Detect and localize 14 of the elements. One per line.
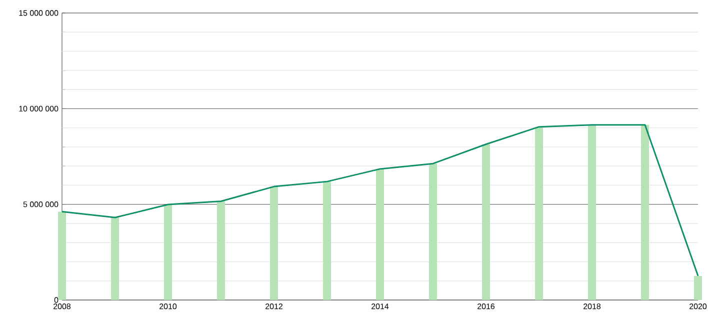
bar (376, 168, 384, 300)
bar (641, 124, 649, 300)
bar (535, 126, 543, 300)
bar (482, 144, 490, 300)
bar (217, 201, 225, 300)
bar (270, 186, 278, 300)
bar (323, 182, 331, 300)
bar (111, 218, 119, 300)
line-series (61, 124, 699, 277)
bar (588, 124, 596, 300)
bar (429, 164, 437, 300)
bar (58, 212, 66, 300)
bar (164, 204, 172, 300)
bar (694, 276, 702, 300)
